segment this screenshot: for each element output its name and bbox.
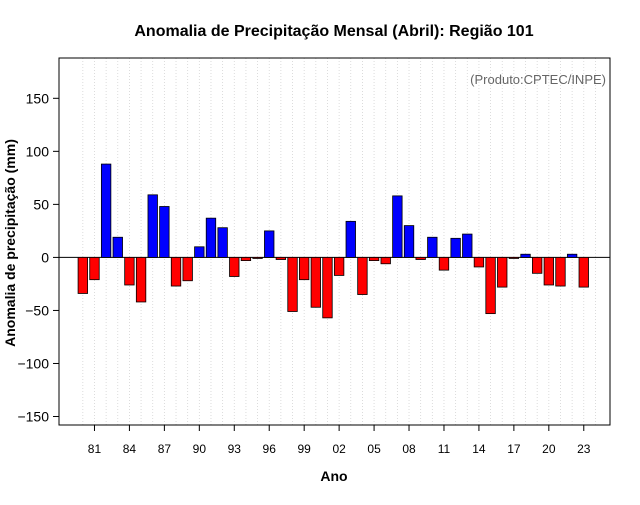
bar-2023 [578, 257, 589, 288]
bar-2016 [497, 257, 508, 288]
x-axis-label: Ano [320, 468, 347, 484]
x-tick-label: 23 [577, 442, 591, 456]
bar-2017 [508, 257, 520, 259]
x-tick-label: 02 [332, 442, 346, 456]
bar-2012 [450, 237, 461, 258]
y-tick-label: 150 [26, 90, 50, 106]
bar-2000 [310, 257, 321, 308]
y-axis-label: Anomalia de precipitação (mm) [2, 139, 18, 347]
bar-1985 [135, 257, 147, 303]
bar-2010 [427, 236, 438, 258]
y-tick-label: −150 [17, 409, 49, 425]
bar-1984 [124, 257, 135, 286]
bar-1980 [77, 257, 88, 294]
chart-title: Anomalia de Precipitação Mensal (Abril):… [134, 23, 533, 40]
bar-1986 [147, 194, 158, 258]
bar-1987 [159, 206, 170, 258]
x-tick-label: 08 [402, 442, 416, 456]
bar-2006 [380, 257, 391, 265]
y-tick-label: −50 [25, 302, 49, 318]
x-tick-label: 87 [158, 442, 172, 456]
bar-layer [77, 163, 589, 319]
bar-2005 [368, 257, 380, 261]
x-tick-label: 17 [507, 442, 521, 456]
bar-1996 [264, 230, 275, 258]
x-tick-label: 05 [367, 442, 381, 456]
x-tick-label: 84 [123, 442, 137, 456]
bar-1998 [287, 257, 298, 312]
bar-2021 [555, 257, 566, 287]
bar-1999 [299, 257, 310, 281]
bar-2013 [462, 233, 473, 258]
x-tick-label: 99 [297, 442, 311, 456]
bar-1990 [194, 246, 205, 258]
bar-2004 [357, 257, 368, 295]
bar-2020 [543, 257, 554, 286]
bar-2015 [485, 257, 496, 315]
bar-2002 [333, 257, 345, 276]
bar-1988 [170, 257, 182, 287]
x-tick-label: 14 [472, 442, 486, 456]
x-tick-label: 11 [438, 442, 451, 456]
y-tick-label: 0 [41, 249, 49, 265]
bar-2022 [566, 253, 578, 258]
bar-1982 [100, 163, 112, 258]
bar-2019 [532, 257, 543, 274]
y-axis: −150 −100 −50 0 50 100 150 [17, 90, 59, 425]
y-tick-label: 50 [33, 196, 49, 212]
bar-2011 [438, 257, 450, 271]
plot-frame [58, 57, 611, 426]
bar-2007 [392, 195, 403, 258]
bar-1991 [205, 217, 217, 258]
x-tick-label: 81 [88, 442, 102, 456]
bar-1983 [112, 236, 123, 258]
x-tick-label: 93 [228, 442, 242, 456]
x-tick-label: 96 [263, 442, 277, 456]
x-axis: 81 84 87 90 93 96 99 02 05 08 11 14 17 20 23 [88, 425, 591, 456]
bar-2018 [520, 253, 531, 258]
y-tick-label: 100 [26, 143, 50, 159]
x-tick-label: 90 [193, 442, 207, 456]
bar-1995 [252, 257, 263, 259]
bar-1994 [240, 257, 252, 261]
bar-2008 [403, 225, 415, 258]
x-tick-label: 20 [542, 442, 556, 456]
bar-2009 [415, 257, 426, 260]
bar-2003 [345, 220, 356, 258]
bar-1993 [229, 257, 240, 277]
bar-2014 [473, 257, 485, 268]
bar-2001 [322, 257, 333, 319]
source-annotation: (Produto:CPTEC/INPE) [470, 72, 606, 87]
bar-1981 [89, 257, 100, 281]
y-tick-label: −100 [17, 355, 49, 371]
bar-1992 [217, 227, 228, 258]
bar-1989 [182, 257, 193, 282]
bar-1997 [275, 257, 287, 260]
